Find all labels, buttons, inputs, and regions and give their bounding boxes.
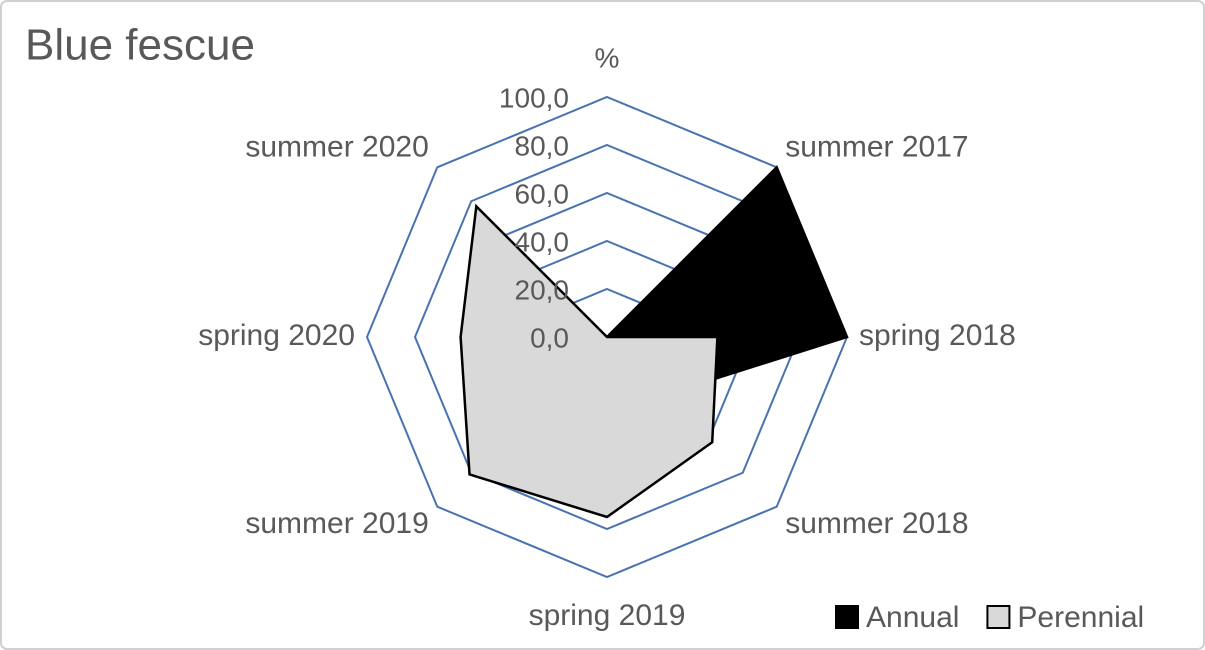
chart-title: Blue fescue: [25, 21, 255, 70]
legend-swatch: [986, 605, 1011, 629]
category-label: spring 2019: [529, 599, 686, 632]
y-tick-label: 20,0: [515, 274, 570, 305]
category-label: summer 2018: [785, 507, 968, 540]
category-label: summer 2020: [245, 131, 428, 164]
axis-unit: %: [595, 42, 620, 73]
y-tick-label: 0,0: [530, 322, 569, 353]
category-label: summer 2017: [785, 131, 968, 164]
y-tick-label: 100,0: [499, 82, 569, 113]
y-tick-label: 60,0: [515, 178, 570, 209]
category-label: spring 2020: [198, 319, 355, 352]
category-label: spring 2018: [859, 319, 1016, 352]
legend-label: Annual: [866, 601, 959, 634]
series-area: [459, 203, 719, 519]
category-label: summer 2019: [245, 507, 428, 540]
legend-swatch: [835, 605, 859, 629]
legend-label: Perennial: [1017, 601, 1144, 634]
y-tick-label: 80,0: [515, 130, 570, 161]
y-tick-label: 40,0: [515, 226, 570, 257]
